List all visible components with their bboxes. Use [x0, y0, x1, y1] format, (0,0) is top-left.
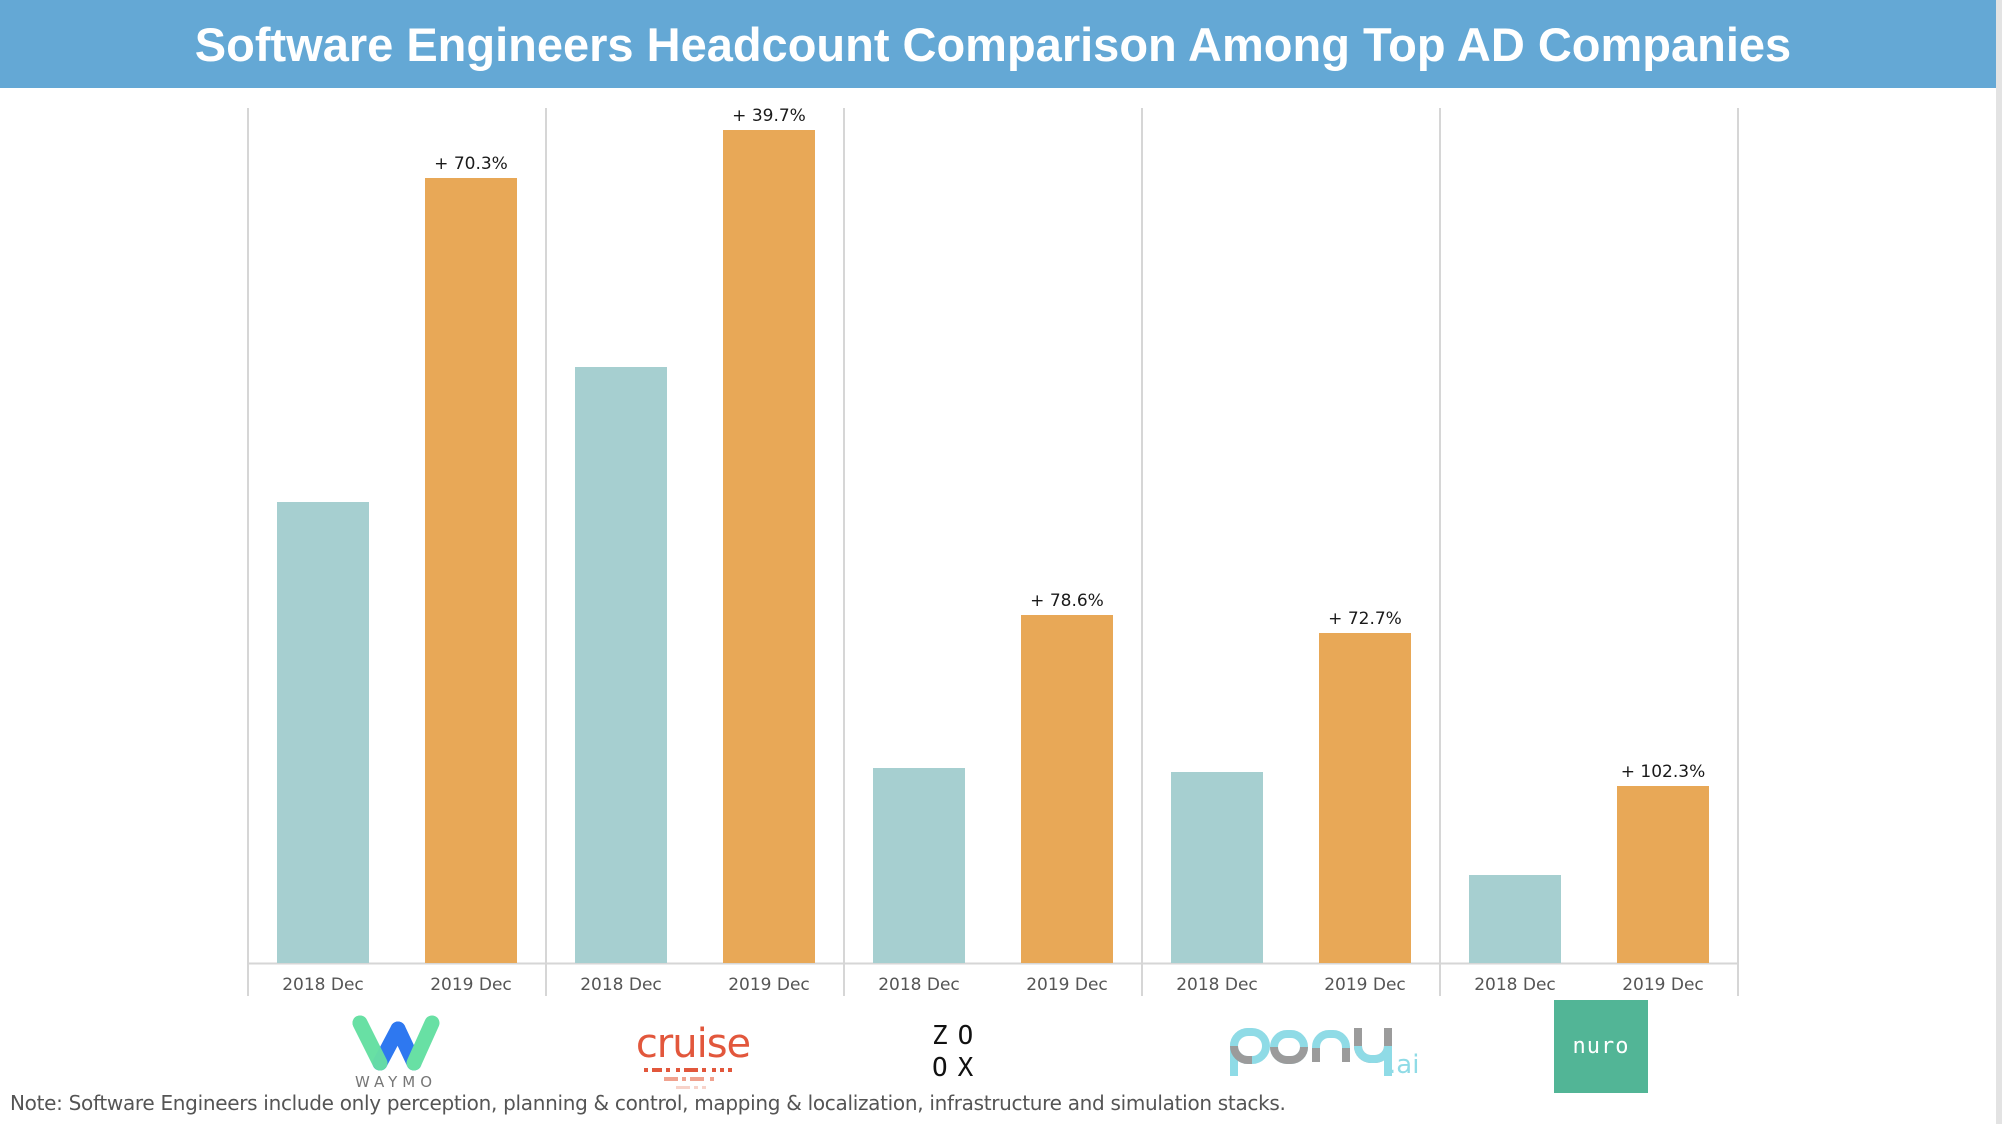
scroll-edge	[1996, 0, 2002, 1124]
chart-title: Software Engineers Headcount Comparison …	[194, 17, 1792, 71]
x-tick-label: 2019 Dec	[728, 975, 810, 995]
pony-ai-logo: .ai	[1228, 1024, 1419, 1084]
bar-chart: 2018 Dec 2019 Dec + 70.3% 2018 Dec 2019 Dec +…	[247, 106, 1739, 996]
zoox-wordmark-top: ZO	[932, 1021, 984, 1051]
x-tick-label: 2018 Dec	[878, 975, 960, 995]
waymo-wordmark: WAYMO	[354, 1073, 438, 1091]
waymo-w-icon	[352, 1015, 440, 1071]
bar-zoox-2019	[1021, 615, 1113, 963]
zoox-wordmark-bottom: OX	[932, 1053, 984, 1083]
bar-nuro-2019	[1617, 786, 1709, 963]
x-tick-label: 2018 Dec	[580, 975, 662, 995]
cruise-dots-icon	[644, 1068, 732, 1089]
x-tick-label: 2018 Dec	[1474, 975, 1556, 995]
growth-label: + 78.6%	[1030, 591, 1104, 611]
footnote: Note: Software Engineers include only pe…	[10, 1091, 1286, 1115]
nuro-logo: nuro	[1554, 1000, 1648, 1093]
x-tick-label: 2019 Dec	[430, 975, 512, 995]
bar-zoox-2018	[873, 768, 965, 963]
growth-label: + 39.7%	[732, 106, 806, 126]
bar-nuro-2018	[1469, 875, 1561, 963]
cruise-wordmark: cruise	[635, 1021, 751, 1067]
x-tick-label: 2019 Dec	[1026, 975, 1108, 995]
nuro-wordmark: nuro	[1572, 1034, 1630, 1059]
bar-cruise-2019	[723, 130, 815, 963]
zoox-logo: ZO OX	[932, 1020, 1002, 1090]
growth-label: + 72.7%	[1328, 609, 1402, 629]
bar-waymo-2019	[425, 178, 517, 963]
waymo-logo: WAYMO	[346, 1013, 446, 1103]
x-tick-label: 2019 Dec	[1622, 975, 1704, 995]
pony-ai-wordmark-icon	[1230, 1028, 1392, 1076]
growth-label: + 70.3%	[434, 154, 508, 174]
pony-ai-suffix: .ai	[1388, 1050, 1420, 1080]
bar-cruise-2018	[575, 367, 667, 963]
x-tick-label: 2018 Dec	[1176, 975, 1258, 995]
cruise-logo: cruise	[628, 1022, 768, 1092]
bar-ponyai-2019	[1319, 633, 1411, 963]
x-tick-label: 2019 Dec	[1324, 975, 1406, 995]
growth-label: + 102.3%	[1621, 762, 1705, 782]
title-bar: Software Engineers Headcount Comparison …	[0, 0, 1996, 88]
x-tick-label: 2018 Dec	[282, 975, 364, 995]
bar-waymo-2018	[277, 502, 369, 963]
bar-ponyai-2018	[1171, 772, 1263, 963]
